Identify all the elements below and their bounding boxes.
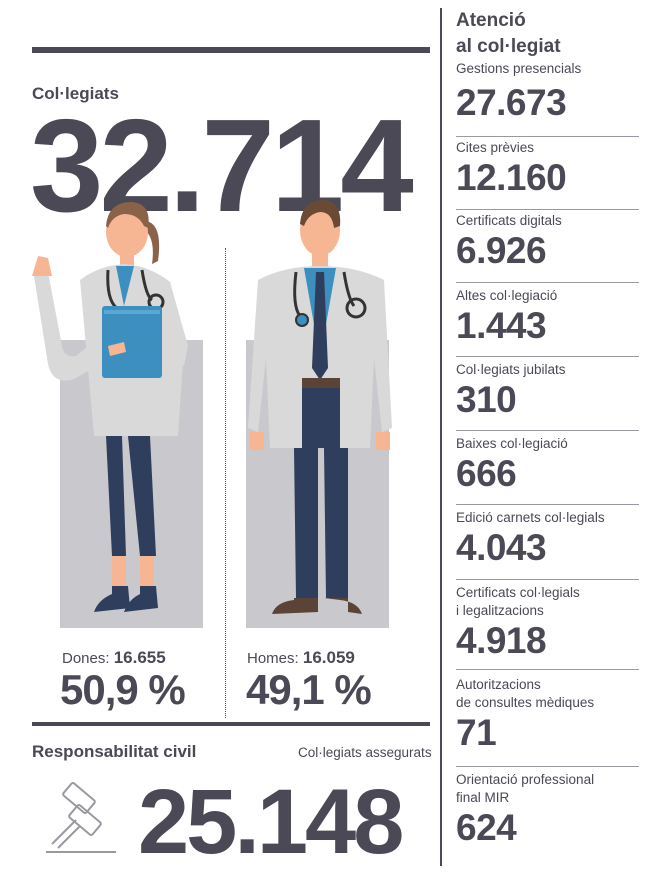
- stat-item: Certificats col·legials i legalitzacions…: [456, 580, 639, 670]
- stat-item: Cites prèvies 12.160: [456, 137, 639, 210]
- stat-item: Gestions presencials 27.673: [456, 60, 639, 137]
- stat-value: 6.926: [456, 230, 547, 271]
- women-count: 16.655: [113, 648, 166, 667]
- women-count-line: Dones: 16.655: [62, 648, 166, 668]
- male-doctor-illustration: [248, 200, 392, 614]
- stat-item: Altes col·legiació 1.443: [456, 283, 639, 357]
- stat-value: 4.043: [456, 527, 547, 568]
- column-divider: [225, 248, 226, 718]
- insured-total: 25.148: [138, 771, 404, 873]
- liability-sub-label: Col·legiats assegurats: [298, 745, 432, 760]
- men-count-line: Homes: 16.059: [247, 648, 355, 668]
- women-label: Dones:: [62, 650, 110, 667]
- stat-label-line1: Orientació professional: [456, 772, 595, 787]
- stat-item: Baixes col·legiació 666: [456, 431, 639, 505]
- stat-label-line2: de consultes mèdiques: [456, 695, 595, 710]
- stat-label: Col·legiats jubilats: [456, 362, 566, 377]
- members-label: Col·legiats: [32, 84, 119, 103]
- stat-value: 310: [456, 379, 517, 420]
- vertical-divider: [440, 8, 442, 866]
- stat-label: Altes col·legiació: [456, 288, 558, 303]
- stat-label-line2: final MIR: [456, 790, 510, 805]
- stat-item: Certificats digitals 6.926: [456, 210, 639, 283]
- stat-item: Autoritzacions de consultes mèdiques 71: [456, 670, 639, 767]
- stat-label: Certificats digitals: [456, 213, 562, 228]
- gavel-icon: [46, 782, 116, 853]
- men-label: Homes:: [247, 650, 299, 667]
- service-title-line2: al col·legiat: [456, 36, 561, 57]
- stat-value: 624: [456, 807, 517, 848]
- service-title-line1: Atenció: [456, 10, 526, 31]
- stat-value: 1.443: [456, 305, 547, 346]
- stat-value: 4.918: [456, 620, 547, 661]
- stat-value: 666: [456, 453, 517, 494]
- stat-value: 27.673: [456, 82, 567, 123]
- stat-item: Edició carnets col·legials 4.043: [456, 505, 639, 580]
- stat-value: 71: [456, 712, 497, 753]
- stat-label: Cites prèvies: [456, 140, 535, 155]
- stat-item: Col·legiats jubilats 310: [456, 357, 639, 431]
- top-rule: [32, 47, 430, 53]
- stat-label: Baixes col·legiació: [456, 436, 568, 451]
- stat-item: Orientació professional final MIR 624: [456, 767, 639, 863]
- men-count: 16.059: [302, 648, 355, 667]
- stat-label-line1: Certificats col·legials: [456, 585, 580, 600]
- stat-label: Edició carnets col·legials: [456, 510, 605, 525]
- stat-label: Gestions presencials: [456, 61, 582, 76]
- stat-label-line1: Autoritzacions: [456, 677, 541, 692]
- women-percent: 50,9 %: [60, 666, 186, 713]
- men-percent: 49,1 %: [246, 666, 372, 713]
- stat-label-line2: i legalitzacions: [456, 603, 544, 618]
- liability-title: Responsabilitat civil: [32, 742, 197, 761]
- service-title: Atenció al col·legiat: [456, 8, 561, 60]
- middle-rule: [32, 722, 430, 726]
- female-doctor-illustration: [32, 202, 188, 612]
- members-total: 32.714: [30, 92, 414, 239]
- stat-value: 12.160: [456, 157, 567, 198]
